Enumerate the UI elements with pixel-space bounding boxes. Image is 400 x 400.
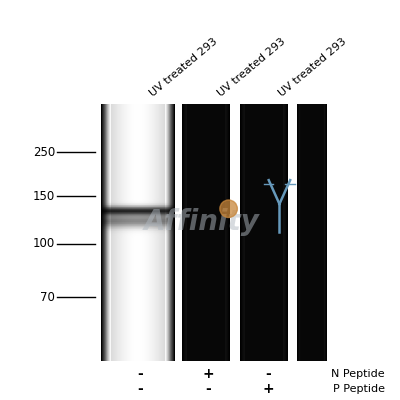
Circle shape: [220, 200, 237, 218]
Text: 70: 70: [40, 291, 55, 304]
Text: +: +: [202, 367, 214, 381]
Text: -: -: [138, 367, 143, 381]
Text: -: -: [138, 382, 143, 396]
Text: 150: 150: [33, 190, 55, 202]
Text: UV treated 293: UV treated 293: [216, 36, 287, 99]
Text: UV treated 293: UV treated 293: [148, 36, 219, 99]
Text: 100: 100: [33, 237, 55, 250]
Text: 250: 250: [33, 146, 55, 159]
Text: P Peptide: P Peptide: [333, 384, 385, 394]
Text: N Peptide: N Peptide: [331, 369, 385, 379]
Text: +: +: [262, 382, 274, 396]
Text: -: -: [205, 382, 211, 396]
Text: UV treated 293: UV treated 293: [277, 36, 348, 99]
Text: Affinity: Affinity: [144, 208, 260, 236]
Text: -: -: [266, 367, 271, 381]
